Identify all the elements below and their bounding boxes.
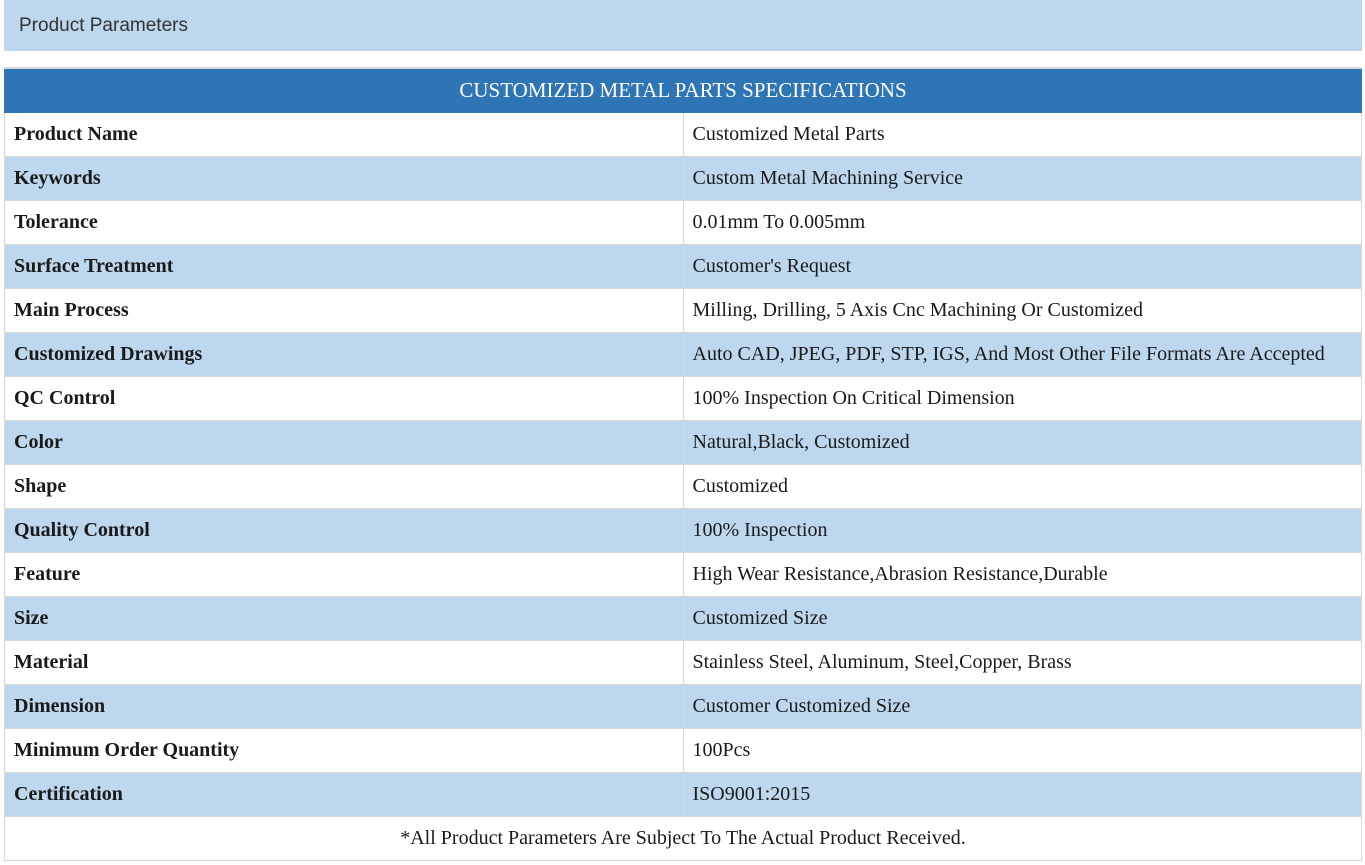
row-value: Customized: [682, 463, 1362, 509]
row-label: Material: [4, 639, 684, 685]
row-value: Milling, Drilling, 5 Axis Cnc Machining …: [682, 287, 1362, 333]
table-row: Color Natural,Black, Customized: [4, 419, 1362, 465]
row-value: 100% Inspection On Critical Dimension: [682, 375, 1362, 421]
table-row: QC Control 100% Inspection On Critical D…: [4, 375, 1362, 421]
row-value: 0.01mm To 0.005mm: [682, 199, 1362, 245]
table-row: Main Process Milling, Drilling, 5 Axis C…: [4, 287, 1362, 333]
table-row: Product Name Customized Metal Parts: [4, 111, 1362, 157]
table-note: *All Product Parameters Are Subject To T…: [4, 815, 1362, 861]
row-label: Dimension: [4, 683, 684, 729]
row-label: Customized Drawings: [4, 331, 684, 377]
table-row: Size Customized Size: [4, 595, 1362, 641]
row-value: Stainless Steel, Aluminum, Steel,Copper,…: [682, 639, 1362, 685]
table-row: Certification ISO9001:2015: [4, 771, 1362, 817]
row-value: Customized Size: [682, 595, 1362, 641]
row-label: Color: [4, 419, 684, 465]
row-value: 100% Inspection: [682, 507, 1362, 553]
table-title: CUSTOMIZED METAL PARTS SPECIFICATIONS: [4, 67, 1362, 113]
row-label: Tolerance: [4, 199, 684, 245]
row-label: QC Control: [4, 375, 684, 421]
row-label: Minimum Order Quantity: [4, 727, 684, 773]
row-label: Main Process: [4, 287, 684, 333]
table-row: Surface Treatment Customer's Request: [4, 243, 1362, 289]
row-value: 100Pcs: [682, 727, 1362, 773]
row-label: Size: [4, 595, 684, 641]
table-row: Customized Drawings Auto CAD, JPEG, PDF,…: [4, 331, 1362, 377]
row-value: Customer Customized Size: [682, 683, 1362, 729]
row-label: Shape: [4, 463, 684, 509]
row-value: Customer's Request: [682, 243, 1362, 289]
row-label: Product Name: [4, 111, 684, 157]
row-label: Keywords: [4, 155, 684, 201]
table-row: Quality Control 100% Inspection: [4, 507, 1362, 553]
row-value: Auto CAD, JPEG, PDF, STP, IGS, And Most …: [682, 331, 1362, 377]
table-row: Feature High Wear Resistance,Abrasion Re…: [4, 551, 1362, 597]
table-row: Keywords Custom Metal Machining Service: [4, 155, 1362, 201]
row-label: Surface Treatment: [4, 243, 684, 289]
row-value: Natural,Black, Customized: [682, 419, 1362, 465]
section-header: Product Parameters: [4, 0, 1362, 51]
table-row: Tolerance 0.01mm To 0.005mm: [4, 199, 1362, 245]
row-value: Customized Metal Parts: [682, 111, 1362, 157]
section-title: Product Parameters: [19, 14, 188, 36]
row-label: Quality Control: [4, 507, 684, 553]
table-note-row: *All Product Parameters Are Subject To T…: [4, 815, 1362, 861]
row-label: Certification: [4, 771, 684, 817]
table-row: Shape Customized: [4, 463, 1362, 509]
table-row: Minimum Order Quantity 100Pcs: [4, 727, 1362, 773]
table-row: Material Stainless Steel, Aluminum, Stee…: [4, 639, 1362, 685]
row-value: ISO9001:2015: [682, 771, 1362, 817]
row-value: High Wear Resistance,Abrasion Resistance…: [682, 551, 1362, 597]
specifications-table: CUSTOMIZED METAL PARTS SPECIFICATIONS Pr…: [4, 67, 1362, 861]
row-label: Feature: [4, 551, 684, 597]
row-value: Custom Metal Machining Service: [682, 155, 1362, 201]
table-title-row: CUSTOMIZED METAL PARTS SPECIFICATIONS: [4, 67, 1362, 113]
table-row: Dimension Customer Customized Size: [4, 683, 1362, 729]
